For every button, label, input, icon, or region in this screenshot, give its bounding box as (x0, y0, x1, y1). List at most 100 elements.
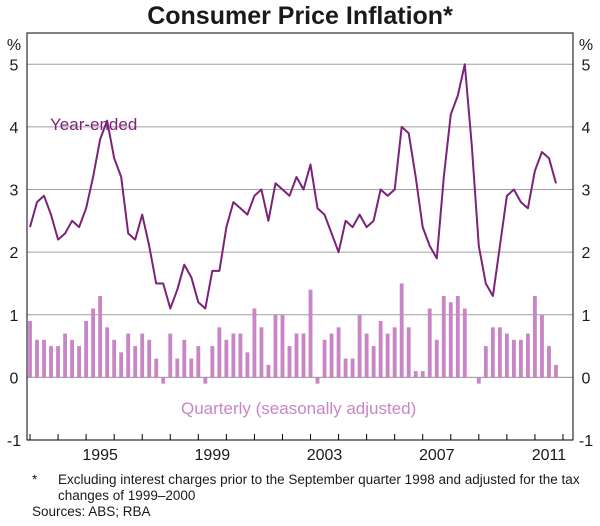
quarterly-bar (462, 308, 467, 378)
y-tick-right-3: 3 (582, 183, 591, 200)
x-tick-label-2003: 2003 (307, 447, 343, 464)
quarterly-bar (434, 339, 439, 378)
quarterly-bar (406, 327, 411, 378)
x-tick-labels: 1995 1999 2003 2007 2011 (82, 447, 566, 464)
quarterly-bar (533, 295, 537, 378)
quarterly-bar (483, 346, 488, 378)
quarterly-bar (329, 333, 334, 378)
y-unit-left: % (7, 37, 21, 54)
y-tick-right-1: 1 (582, 308, 591, 325)
y-tick-right-5: 5 (582, 57, 591, 74)
year-ended-line-layer (29, 63, 557, 310)
quarterly-bar (350, 358, 355, 378)
x-tick-label-1995: 1995 (82, 447, 118, 464)
footnote-text: Excluding interest charges prior to the … (58, 472, 580, 503)
x-tick-label-2011: 2011 (532, 447, 567, 464)
y-tick-left-0: 0 (10, 370, 19, 387)
x-tick-label-2007: 2007 (419, 447, 455, 464)
quarterly-bar (112, 339, 117, 378)
quarterly-bar (357, 314, 362, 378)
quarterly-bar (259, 327, 264, 378)
footnote: * Excluding interest charges prior to th… (32, 472, 592, 504)
quarterly-bar (196, 346, 201, 378)
quarterly-bar (547, 346, 551, 378)
quarterly-bar (448, 302, 453, 378)
quarterly-bar (511, 339, 516, 378)
quarterly-bar (77, 346, 82, 378)
y-tick-left--1: -1 (7, 433, 21, 450)
y-tick-right-2: 2 (582, 245, 591, 262)
quarterly-bar (98, 295, 103, 378)
quarterly-bar (42, 339, 46, 378)
quarterly-bar (371, 346, 376, 378)
quarterly-bar (294, 333, 299, 378)
quarterly-bar (56, 346, 60, 378)
y-tick-left-3: 3 (10, 183, 19, 200)
y-tick-right-0: 0 (582, 370, 591, 387)
quarterly-bar (224, 339, 229, 378)
plot-frame (26, 32, 574, 441)
quarterly-bar (273, 314, 278, 378)
quarterly-bar (217, 327, 222, 378)
footnote-asterisk: * (32, 472, 38, 487)
quarterly-bar (245, 352, 250, 378)
quarterly-bar (441, 295, 446, 378)
y-unit-right: % (579, 37, 593, 54)
quarterly-bar (343, 358, 348, 378)
quarterly-bar (28, 321, 32, 378)
quarterly-bar (399, 283, 404, 378)
y-tick-left-5: 5 (10, 57, 19, 74)
quarterly-bar (140, 333, 145, 378)
quarterly-bar (203, 377, 208, 384)
chart: Consumer Price Inflation* % % 5 5 4 4 3 3 2 2 1 1… (7, 2, 593, 464)
quarterly-bar (63, 333, 67, 378)
quarterly-bar (378, 321, 383, 378)
y-tick-labels: 5 5 4 4 3 3 2 2 1 1 0 0 -1 -1 (7, 57, 593, 450)
year-ended-line (29, 63, 557, 310)
quarterly-bar (476, 377, 481, 384)
quarterly-bar (119, 352, 124, 378)
quarterly-bar (427, 308, 432, 378)
quarterly-bar (210, 346, 215, 378)
y-tick-left-1: 1 (10, 308, 19, 325)
chart-title: Consumer Price Inflation* (147, 2, 453, 30)
sources: Sources: ABS; RBA (32, 504, 151, 519)
quarterly-bar (385, 333, 390, 378)
quarterly-bar (105, 327, 110, 378)
quarterly-bars (28, 283, 558, 384)
quarterly-series-label: Quarterly (seasonally adjusted) (181, 399, 416, 418)
quarterly-bar (518, 339, 523, 378)
quarterly-bar (161, 377, 166, 384)
quarterly-bar (147, 339, 152, 378)
y-tick-left-2: 2 (10, 245, 19, 262)
quarterly-bar (455, 295, 460, 378)
quarterly-bar (315, 377, 320, 384)
quarterly-bar (525, 333, 530, 378)
chart-notes: * Excluding interest charges prior to th… (32, 472, 592, 520)
quarterly-bar (413, 371, 418, 378)
y-tick-left-4: 4 (10, 120, 19, 137)
quarterly-bar (420, 371, 425, 378)
quarterly-bar (133, 346, 138, 378)
x-tick-label-1999: 1999 (195, 447, 231, 464)
plot-border (26, 32, 574, 441)
y-tick-right--1: -1 (579, 433, 593, 450)
quarterly-bar (280, 314, 285, 378)
quarterly-bar (308, 289, 313, 378)
quarterly-bar (266, 364, 271, 378)
quarterly-bar (490, 327, 495, 378)
quarterly-bar (168, 333, 173, 378)
quarterly-bar (252, 308, 257, 378)
quarterly-bar (35, 339, 39, 378)
quarterly-bar (554, 364, 558, 378)
quarterly-bar (392, 327, 397, 378)
quarterly-bar (91, 308, 96, 378)
quarterly-bar (497, 327, 502, 378)
quarterly-bar (154, 358, 159, 378)
quarterly-bar (287, 346, 292, 378)
quarterly-bar (189, 358, 194, 378)
quarterly-bar (301, 333, 306, 378)
y-tick-right-4: 4 (582, 120, 591, 137)
quarterly-bar (182, 339, 187, 378)
quarterly-bar (540, 314, 544, 378)
